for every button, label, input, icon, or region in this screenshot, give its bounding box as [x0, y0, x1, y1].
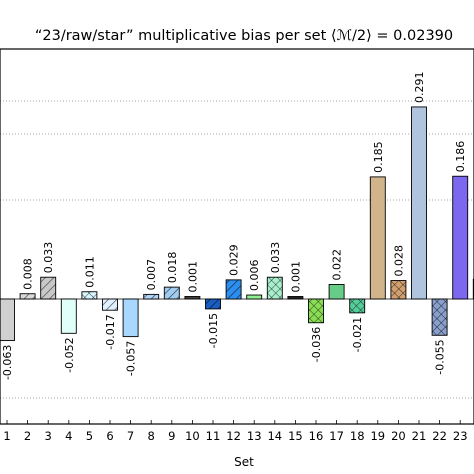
bar-hatch-20 [390, 280, 406, 299]
bar-hatch-11 [205, 299, 221, 309]
value-label-8: 0.007 [145, 259, 158, 291]
x-tick-label-17: 17 [329, 429, 344, 443]
bar-7 [122, 298, 139, 338]
value-label-13: 0.006 [248, 260, 261, 292]
x-tick-label-13: 13 [247, 429, 262, 443]
x-tick-label-11: 11 [206, 429, 221, 443]
bar-21 [411, 106, 427, 300]
x-tick-label-1: 1 [3, 429, 10, 443]
bar-23 [452, 175, 469, 300]
x-tick-label-20: 20 [391, 429, 406, 443]
value-label-16: -0.036 [310, 327, 323, 362]
x-tick-label-23: 23 [453, 429, 468, 443]
value-label-17: 0.022 [331, 249, 344, 281]
bar-4 [60, 298, 77, 334]
value-label-21: 0.291 [413, 71, 426, 103]
value-label-5: 0.011 [83, 256, 96, 288]
value-label-11: -0.015 [207, 313, 220, 348]
x-tick-label-18: 18 [350, 429, 365, 443]
value-label-15: 0.001 [289, 261, 302, 293]
plot-area: -0.063 1 0.008 2 0.033 3 -0.052 4 0.011 5 -0.017 6 -… [0, 48, 474, 443]
bar-19 [369, 176, 386, 300]
bar-13 [246, 294, 263, 300]
x-tick-label-19: 19 [370, 429, 385, 443]
bar-hatch-5 [81, 291, 97, 299]
bar-hatch-22 [432, 299, 448, 336]
value-label-6: -0.017 [104, 314, 117, 349]
bar-hatch-8 [143, 294, 159, 299]
value-label-7: -0.057 [125, 341, 138, 376]
bar-hatch-12 [226, 279, 242, 299]
value-label-10: 0.001 [186, 261, 199, 293]
bar-17 [328, 284, 345, 300]
value-label-3: 0.033 [42, 242, 55, 274]
x-tick-label-14: 14 [267, 429, 282, 443]
bar-hatch-14 [267, 277, 283, 299]
bar-hatch-2 [20, 293, 36, 299]
value-label-9: 0.018 [166, 252, 179, 284]
x-tick-label-7: 7 [127, 429, 134, 443]
value-label-4: -0.052 [63, 337, 76, 372]
bar-10 [184, 296, 201, 300]
x-tick-label-16: 16 [309, 429, 324, 443]
value-label-22: -0.055 [434, 339, 447, 374]
x-tick-label-2: 2 [24, 429, 31, 443]
x-tick-label-22: 22 [432, 429, 447, 443]
x-tick-label-12: 12 [226, 429, 241, 443]
bar-hatch-3 [40, 277, 56, 299]
x-tick-label-9: 9 [168, 429, 175, 443]
bar-15 [287, 296, 304, 300]
x-tick-label-6: 6 [106, 429, 113, 443]
value-label-1: -0.063 [1, 345, 14, 380]
bar-hatch-6 [102, 299, 118, 311]
value-label-20: 0.028 [392, 245, 405, 277]
x-tick-label-15: 15 [288, 429, 303, 443]
bar-1 [0, 298, 15, 342]
x-tick-label-8: 8 [148, 429, 155, 443]
value-label-23: 0.186 [454, 141, 467, 173]
value-label-19: 0.185 [372, 141, 385, 173]
x-tick-label-21: 21 [412, 429, 427, 443]
x-tick-label-10: 10 [185, 429, 200, 443]
bar-hatch-18 [349, 299, 365, 313]
value-label-14: 0.033 [269, 242, 282, 274]
x-tick-label-5: 5 [86, 429, 93, 443]
x-tick-label-4: 4 [65, 429, 72, 443]
chart-title: “23/raw/star” multiplicative bias per se… [35, 28, 453, 44]
value-label-12: 0.029 [228, 244, 241, 276]
bar-hatch-9 [164, 287, 180, 299]
plot-frame [0, 48, 474, 425]
bar-hatch-16 [308, 299, 324, 323]
x-tick-label-3: 3 [45, 429, 52, 443]
value-label-2: 0.008 [22, 258, 35, 290]
x-axis-label: Set [234, 455, 254, 469]
value-label-18: -0.021 [351, 317, 364, 352]
